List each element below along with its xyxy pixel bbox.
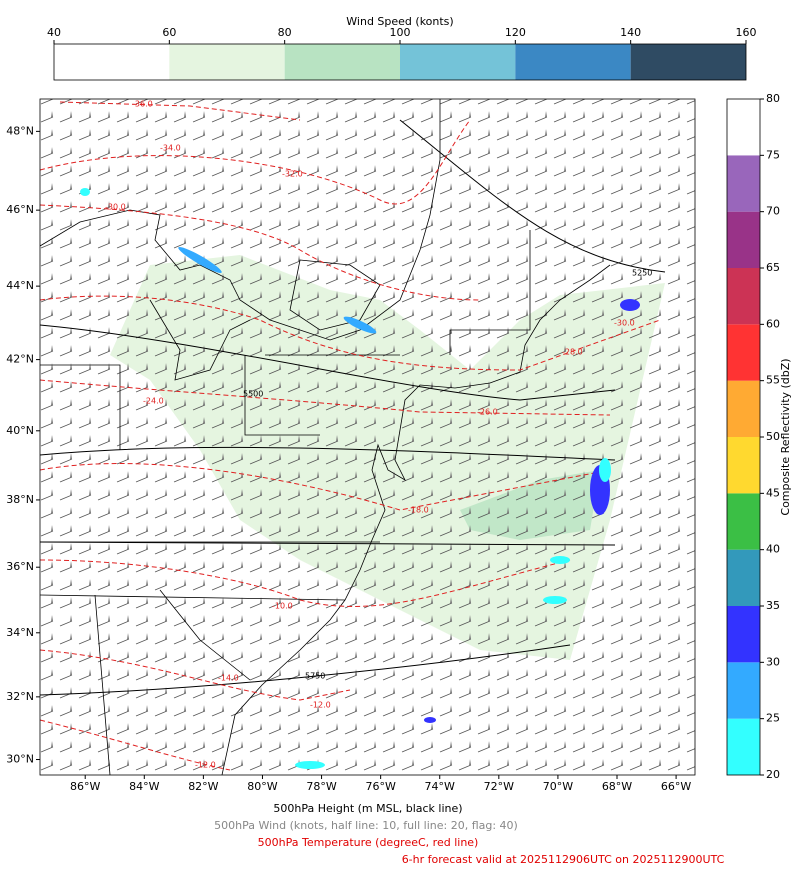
caption: 6-hr forecast valid at 2025112906UTC on … <box>402 853 725 866</box>
contour-label: -28.0 <box>562 348 583 357</box>
lon-tick-label: 74°W <box>425 780 455 793</box>
colorbar-segment <box>727 718 760 775</box>
contour-label: -34.0 <box>160 144 181 153</box>
colorbar-tick-label: 100 <box>390 26 411 39</box>
lon-tick-label: 76°W <box>365 780 395 793</box>
reflectivity-colorbar-title: Composite Reflectivity (dbZ) <box>779 358 792 515</box>
colorbar-tick-label: 160 <box>736 26 757 39</box>
colorbar-tick-label: 120 <box>505 26 526 39</box>
colorbar-segment <box>630 44 746 80</box>
lat-tick-label: 38°N <box>6 493 34 506</box>
colorbar-segment <box>727 380 760 437</box>
map-axes: 86°W 84°W 82°W 80°W 78°W 76°W 74°W 72°W 70°W 68°W… <box>6 124 691 793</box>
reflectivity-colorbar: 20 25 30 35 40 45 50 55 60 65 70 75 80 <box>726 92 780 781</box>
map: -36.0 -34.0 -32.0 -30.0 -30.0 -28.0 -26.… <box>40 99 695 775</box>
colorbar-tick-label: 65 <box>766 261 780 274</box>
lon-tick-label: 84°W <box>129 780 159 793</box>
lon-tick-label: 72°W <box>484 780 514 793</box>
lon-tick-label: 86°W <box>70 780 100 793</box>
wind-colorbar-title: Wind Speed (konts) <box>346 15 453 28</box>
map-frame <box>39 98 696 776</box>
height-contours <box>40 119 666 696</box>
colorbar-segment <box>727 662 760 719</box>
lat-tick-label: 32°N <box>6 690 34 703</box>
contour-label: -14.0 <box>218 674 239 683</box>
colorbar-tick-label: 75 <box>766 148 780 161</box>
contour-label: -24.0 <box>143 397 164 406</box>
colorbar-tick-label: 60 <box>766 317 780 330</box>
contour-label: -36.0 <box>132 100 153 109</box>
colorbar-segment <box>727 549 760 606</box>
lat-tick-label: 40°N <box>6 424 34 437</box>
contour-label: -12.0 <box>310 701 331 710</box>
contour-label: 5250 <box>632 269 652 278</box>
colorbar-tick-label: 60 <box>162 26 176 39</box>
caption: 500hPa Temperature (degreeC, red line) <box>258 836 479 849</box>
contour-label: -26.0 <box>477 408 498 417</box>
colorbar-segment <box>54 44 170 80</box>
colorbar-segment <box>727 493 760 550</box>
lon-tick-label: 78°W <box>306 780 336 793</box>
caption: 500hPa Wind (knots, half line: 10, full … <box>214 819 518 832</box>
colorbar-segment <box>727 99 760 156</box>
caption: 500hPa Height (m MSL, black line) <box>273 802 462 815</box>
colorbar-segment <box>727 211 760 268</box>
lon-tick-label: 80°W <box>247 780 277 793</box>
colorbar-tick-label: 80 <box>766 92 780 105</box>
colorbar-tick-label: 45 <box>766 486 780 499</box>
colorbar-segment <box>727 606 760 663</box>
reflectivity-echoes <box>80 188 640 769</box>
colorbar-tick-label: 70 <box>766 205 780 218</box>
colorbar-tick-label: 40 <box>47 26 61 39</box>
wind-colorbar: 40 60 80 100 120 140 160 <box>47 26 757 81</box>
lat-tick-label: 36°N <box>6 560 34 573</box>
lat-tick-label: 44°N <box>6 279 34 292</box>
colorbar-segment <box>515 44 631 80</box>
temperature-contours <box>40 101 661 771</box>
contour-label: 5500 <box>243 390 263 399</box>
colorbar-tick-label: 55 <box>766 374 780 387</box>
colorbar-tick-label: 20 <box>766 768 780 781</box>
colorbar-segment <box>727 268 760 325</box>
wind-barbs <box>40 99 695 775</box>
colorbar-segment <box>727 155 760 212</box>
lat-tick-label: 48°N <box>6 124 34 137</box>
colorbar-tick-label: 30 <box>766 655 780 668</box>
colorbar-segment <box>727 324 760 381</box>
colorbar-tick-label: 80 <box>278 26 292 39</box>
lat-tick-label: 42°N <box>6 353 34 366</box>
lon-tick-label: 82°W <box>188 780 218 793</box>
contour-label: -32.0 <box>282 170 303 179</box>
colorbar-tick-label: 50 <box>766 430 780 443</box>
contour-label: -18.0 <box>408 506 429 515</box>
lat-tick-label: 34°N <box>6 626 34 639</box>
contour-label: -30.0 <box>105 203 126 212</box>
colorbar-tick-label: 40 <box>766 543 780 556</box>
lon-tick-label: 68°W <box>602 780 632 793</box>
colorbar-tick-label: 25 <box>766 712 780 725</box>
colorbar-segment <box>169 44 285 80</box>
contour-label: -12.0 <box>195 761 216 770</box>
contour-label: 5750 <box>305 672 325 681</box>
colorbar-tick-label: 140 <box>620 26 641 39</box>
lon-tick-label: 70°W <box>543 780 573 793</box>
contour-label: -30.0 <box>614 319 635 328</box>
lat-tick-label: 30°N <box>6 753 34 766</box>
colorbar-segment <box>400 44 516 80</box>
colorbar-segment <box>727 437 760 494</box>
lat-tick-label: 46°N <box>6 203 34 216</box>
coastline-borders <box>40 99 611 775</box>
colorbar-segment <box>284 44 400 80</box>
lon-tick-label: 66°W <box>661 780 691 793</box>
contour-label: -10.0 <box>272 602 293 611</box>
colorbar-tick-label: 35 <box>766 599 780 612</box>
